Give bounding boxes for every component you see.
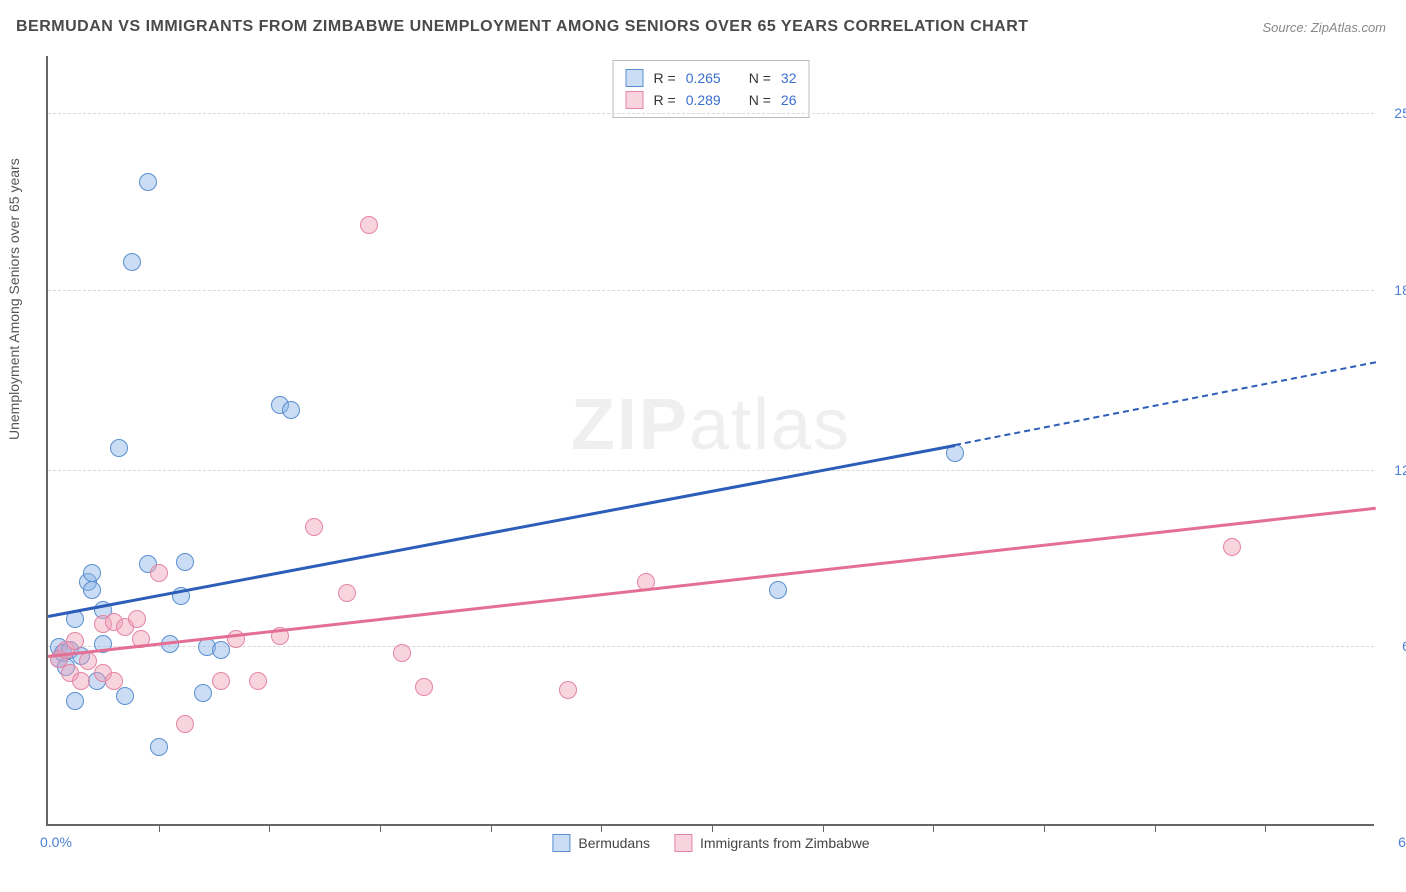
- data-point: [128, 610, 146, 628]
- data-point: [338, 584, 356, 602]
- data-point: [249, 672, 267, 690]
- stats-row-bermudans: R = 0.265 N = 32: [626, 67, 797, 89]
- data-point: [176, 553, 194, 571]
- legend-item-bermudans: Bermudans: [552, 834, 650, 852]
- data-point: [194, 684, 212, 702]
- data-point: [305, 518, 323, 536]
- n-label: N =: [749, 92, 771, 108]
- data-point: [360, 216, 378, 234]
- x-tick-mark: [1265, 824, 1266, 832]
- r-label: R =: [654, 92, 676, 108]
- data-point: [150, 738, 168, 756]
- x-tick-mark: [933, 824, 934, 832]
- data-point: [66, 632, 84, 650]
- correlation-chart: BERMUDAN VS IMMIGRANTS FROM ZIMBABWE UNE…: [0, 0, 1406, 892]
- y-tick-label: 12.5%: [1394, 462, 1406, 478]
- legend-label-bermudans: Bermudans: [578, 835, 650, 851]
- y-tick-label: 6.3%: [1402, 638, 1406, 654]
- data-point: [415, 678, 433, 696]
- data-point: [139, 173, 157, 191]
- data-point: [123, 253, 141, 271]
- data-point: [769, 581, 787, 599]
- regression-extension: [955, 361, 1376, 446]
- r-value-bermudans: 0.265: [686, 70, 721, 86]
- n-value-bermudans: 32: [781, 70, 797, 86]
- gridline-h: [48, 113, 1374, 114]
- legend-item-zimbabwe: Immigrants from Zimbabwe: [674, 834, 870, 852]
- x-tick-mark: [712, 824, 713, 832]
- data-point: [212, 641, 230, 659]
- data-point: [176, 715, 194, 733]
- stats-row-zimbabwe: R = 0.289 N = 26: [626, 89, 797, 111]
- gridline-h: [48, 470, 1374, 471]
- x-tick-start: 0.0%: [40, 834, 72, 850]
- x-tick-mark: [601, 824, 602, 832]
- series-legend: Bermudans Immigrants from Zimbabwe: [552, 834, 869, 852]
- source-attribution: Source: ZipAtlas.com: [1262, 20, 1386, 35]
- legend-swatch-zimbabwe: [674, 834, 692, 852]
- stats-legend: R = 0.265 N = 32 R = 0.289 N = 26: [613, 60, 810, 118]
- gridline-h: [48, 646, 1374, 647]
- x-tick-mark: [380, 824, 381, 832]
- data-point: [150, 564, 168, 582]
- data-point: [110, 439, 128, 457]
- chart-title: BERMUDAN VS IMMIGRANTS FROM ZIMBABWE UNE…: [16, 18, 1029, 36]
- data-point: [66, 692, 84, 710]
- plot-area: ZIPatlas R = 0.265 N = 32 R = 0.289 N = …: [46, 56, 1374, 826]
- legend-label-zimbabwe: Immigrants from Zimbabwe: [700, 835, 870, 851]
- swatch-bermudans: [626, 69, 644, 87]
- data-point: [282, 401, 300, 419]
- data-point: [212, 672, 230, 690]
- x-tick-mark: [1155, 824, 1156, 832]
- r-value-zimbabwe: 0.289: [686, 92, 721, 108]
- x-tick-end: 6.0%: [1398, 834, 1406, 850]
- y-tick-label: 25.0%: [1394, 105, 1406, 121]
- y-axis-label: Unemployment Among Seniors over 65 years: [6, 158, 22, 440]
- data-point: [105, 672, 123, 690]
- x-tick-mark: [491, 824, 492, 832]
- data-point: [72, 672, 90, 690]
- x-tick-mark: [823, 824, 824, 832]
- n-label: N =: [749, 70, 771, 86]
- x-tick-mark: [269, 824, 270, 832]
- swatch-zimbabwe: [626, 91, 644, 109]
- data-point: [83, 564, 101, 582]
- x-tick-mark: [159, 824, 160, 832]
- data-point: [83, 581, 101, 599]
- data-point: [79, 652, 97, 670]
- data-point: [559, 681, 577, 699]
- x-tick-mark: [1044, 824, 1045, 832]
- n-value-zimbabwe: 26: [781, 92, 797, 108]
- watermark-light: atlas: [689, 385, 851, 465]
- legend-swatch-bermudans: [552, 834, 570, 852]
- r-label: R =: [654, 70, 676, 86]
- regression-line: [48, 507, 1376, 658]
- y-tick-label: 18.8%: [1394, 282, 1406, 298]
- data-point: [1223, 538, 1241, 556]
- data-point: [393, 644, 411, 662]
- watermark-bold: ZIP: [571, 385, 689, 465]
- gridline-h: [48, 290, 1374, 291]
- watermark: ZIPatlas: [571, 384, 851, 466]
- data-point: [116, 687, 134, 705]
